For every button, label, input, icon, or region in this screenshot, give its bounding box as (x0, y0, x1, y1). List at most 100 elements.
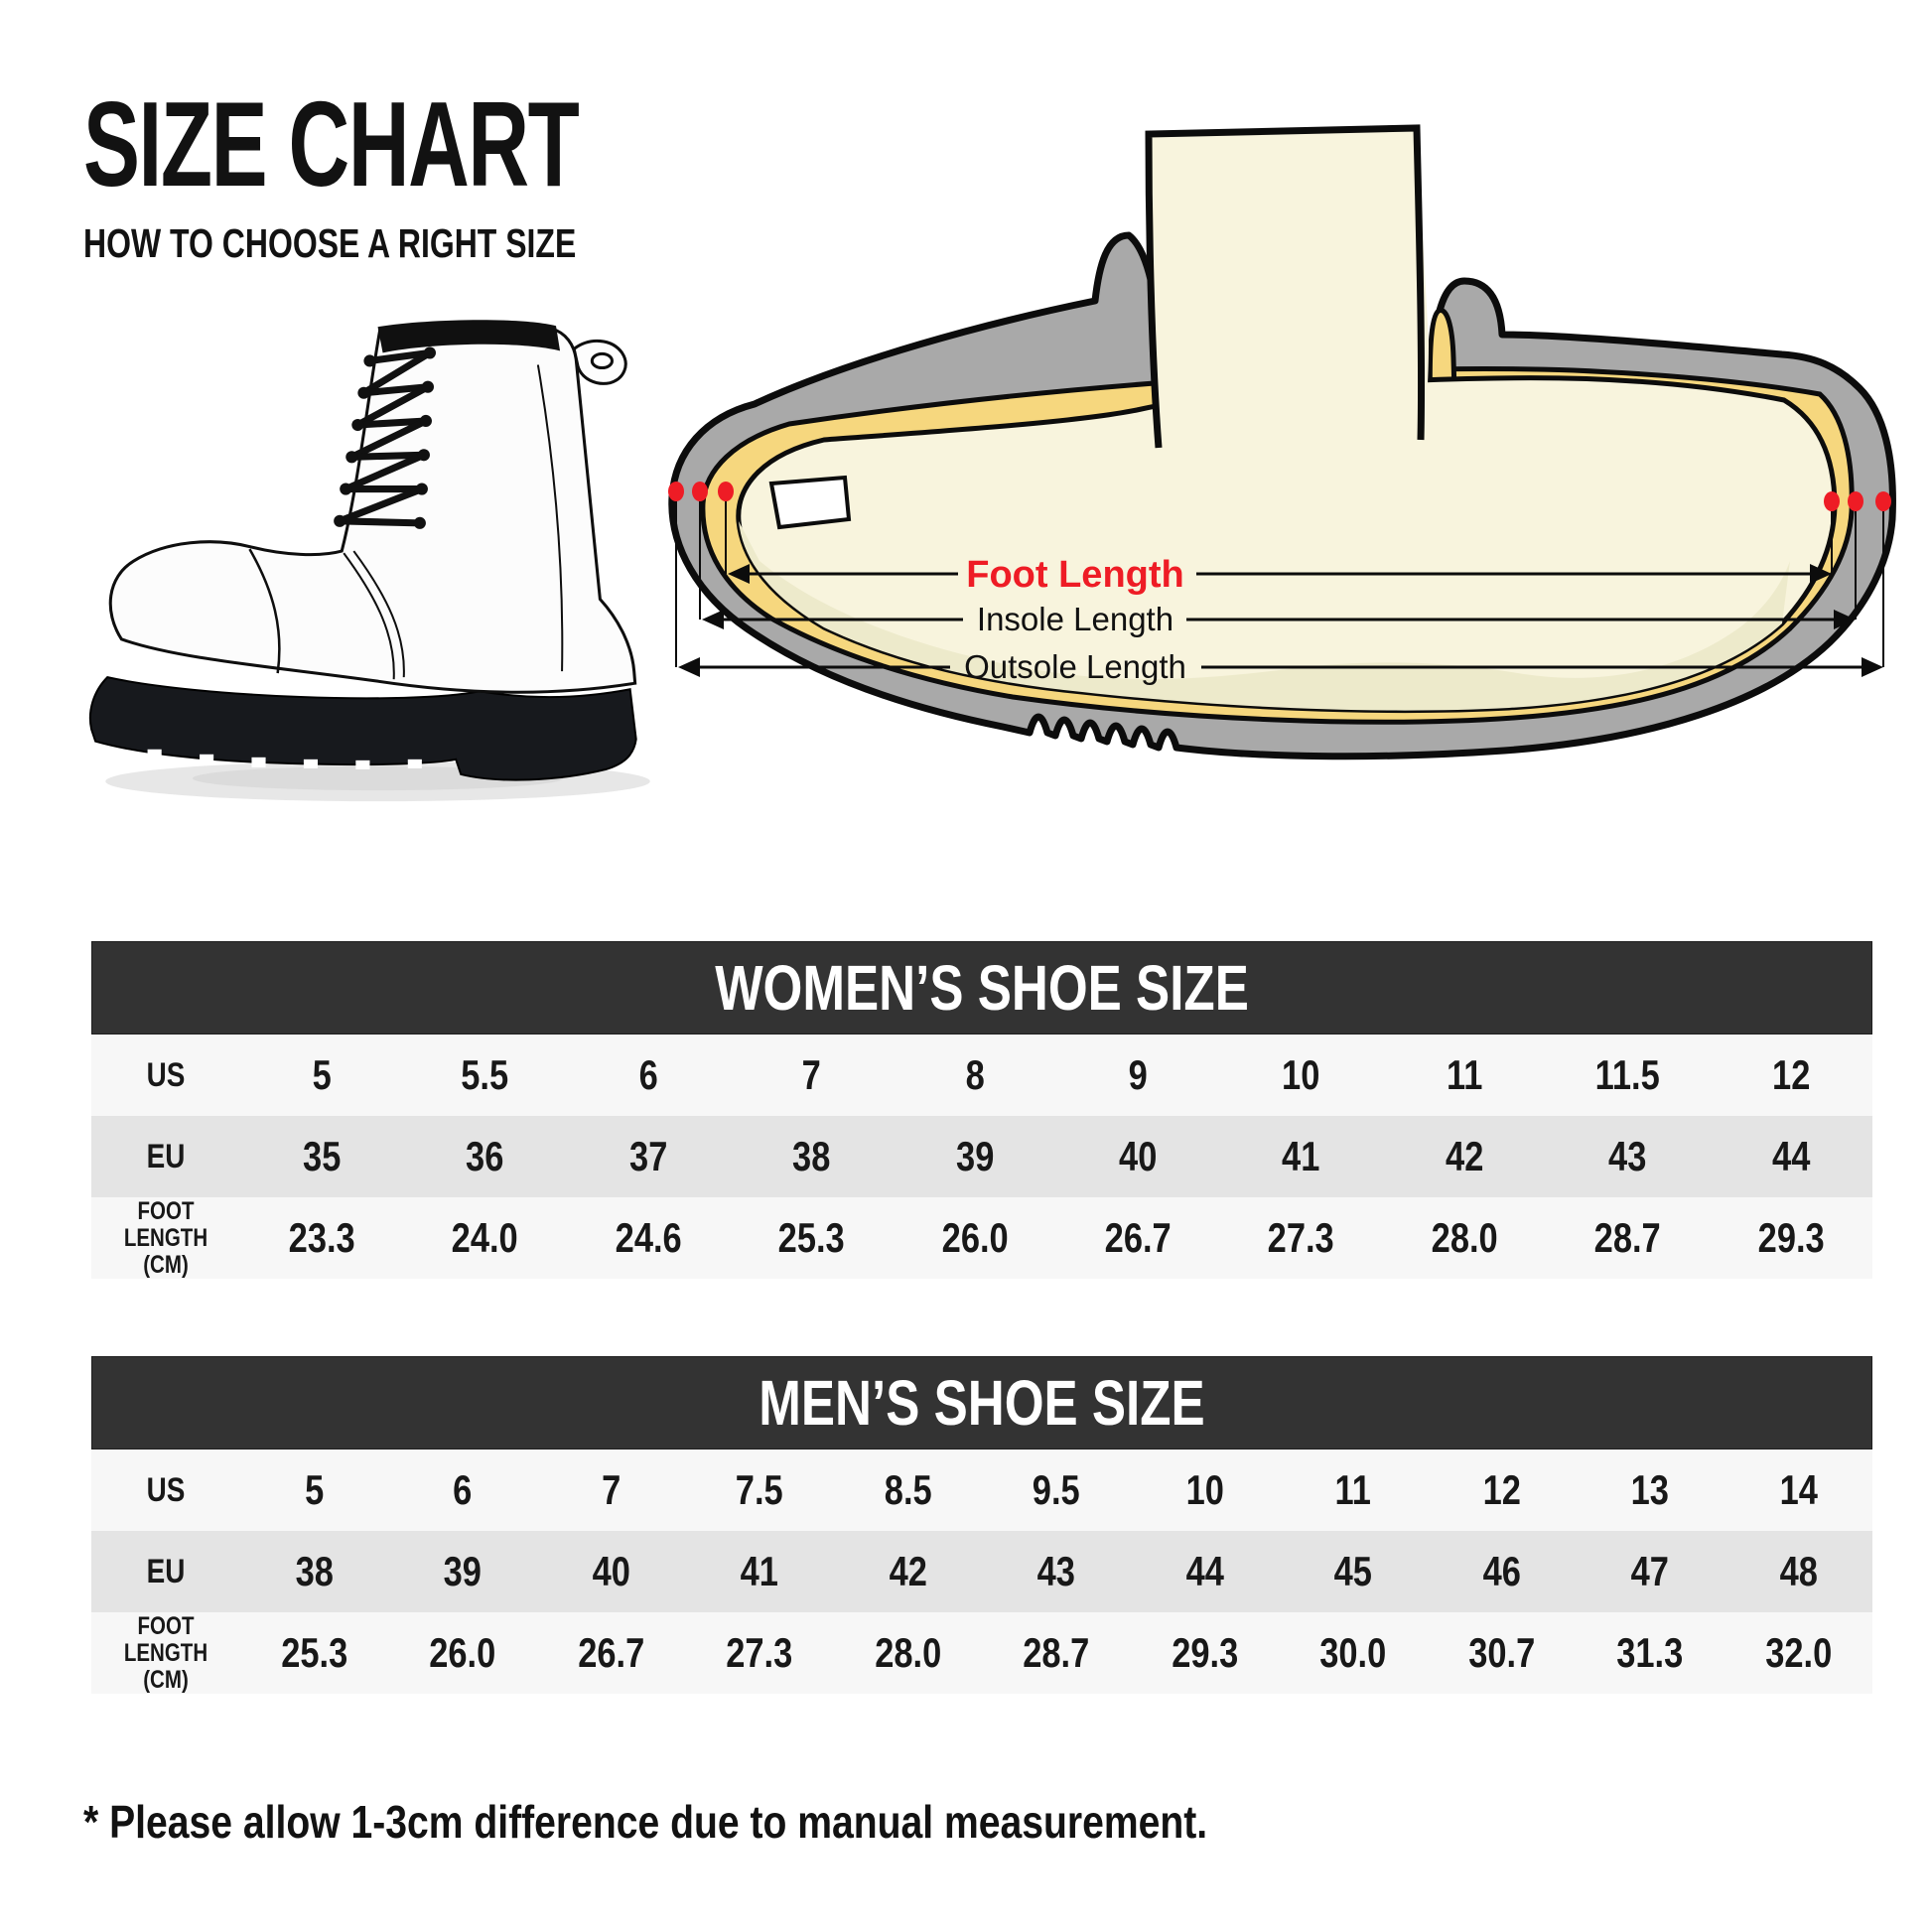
table-cell: 41 (740, 1548, 779, 1594)
leg-outline (1145, 124, 1426, 449)
table-cell: 28.0 (1431, 1214, 1498, 1261)
table-cell: 10 (1282, 1051, 1320, 1098)
foot-shading (739, 521, 1790, 711)
measurement-disclaimer: * Please allow 1-3cm difference due to m… (83, 1796, 1208, 1848)
table-cell: 32.0 (1764, 1629, 1832, 1676)
table-cell: 28.0 (875, 1629, 942, 1676)
table-cell: 5.5 (461, 1051, 509, 1098)
page-title: SIZE CHART (83, 76, 580, 211)
table-cell: 39 (444, 1548, 483, 1594)
table-row-us: US 5 5.5 6 7 8 9 10 11 11.5 12 (91, 1035, 1872, 1116)
toe-cap-seam (248, 548, 281, 674)
table-cell: 28.7 (1593, 1214, 1661, 1261)
row-label: EU (146, 1552, 186, 1590)
table-cell: 48 (1779, 1548, 1818, 1594)
mens-table-title: MEN’S SHOE SIZE (759, 1367, 1205, 1439)
table-row-foot-length: FOOT LENGTH (CM) 23.3 24.0 24.6 25.3 26.0 26.… (91, 1197, 1872, 1279)
table-cell: 42 (889, 1548, 927, 1594)
sole-lug-gap (407, 759, 422, 768)
table-cell: 12 (1771, 1051, 1810, 1098)
table-cell: 25.3 (777, 1214, 845, 1261)
boot-eyelets (334, 346, 437, 529)
mens-size-table: MEN’S SHOE SIZE US 5 6 7 7.5 8.5 9.5 10 11 12 13 1… (91, 1356, 1872, 1694)
table-cell: 35 (303, 1133, 342, 1179)
row-label: FOOT LENGTH (CM) (123, 1196, 208, 1279)
table-cell: 10 (1185, 1466, 1224, 1513)
foot-diagram-svg: Foot Length Insole Length Outsole Length (668, 124, 1896, 760)
mens-table-header: MEN’S SHOE SIZE (91, 1356, 1872, 1449)
leg-shape (1149, 128, 1429, 448)
sole-lug-gap (147, 749, 162, 762)
table-cell: 13 (1630, 1466, 1669, 1513)
arrowhead-right (1834, 610, 1856, 629)
table-cell: 41 (1282, 1133, 1320, 1179)
table-cell: 43 (1608, 1133, 1647, 1179)
toenail (768, 475, 852, 530)
table-cell: 44 (1185, 1548, 1224, 1594)
table-cell: 44 (1771, 1133, 1810, 1179)
table-cell: 37 (628, 1133, 668, 1179)
table-cell: 29.3 (1171, 1629, 1238, 1676)
table-cell: 7 (602, 1466, 621, 1513)
table-cell: 12 (1482, 1466, 1521, 1513)
table-row-eu: EU 38 39 40 41 42 43 44 45 46 47 48 (91, 1531, 1872, 1612)
collar-trim (377, 320, 561, 353)
table-cell: 24.6 (615, 1214, 682, 1261)
arrowhead-left (678, 657, 700, 677)
boot-illustration (88, 320, 650, 802)
table-cell: 26.7 (1104, 1214, 1172, 1261)
row-label: US (146, 1055, 186, 1094)
table-cell: 46 (1482, 1548, 1521, 1594)
pull-tab-hole (590, 351, 614, 370)
row-label: EU (146, 1137, 186, 1175)
outsole-length-label: Outsole Length (964, 648, 1186, 685)
table-cell: 40 (1119, 1133, 1158, 1179)
table-cell: 11 (1334, 1466, 1372, 1513)
table-cell: 7.5 (736, 1466, 784, 1513)
table-cell: 25.3 (281, 1629, 348, 1676)
measurement-guide-lines (675, 501, 1884, 667)
table-cell: 7 (801, 1051, 821, 1098)
table-cell: 24.0 (452, 1214, 519, 1261)
arrowhead-right (1862, 657, 1883, 677)
womens-table-title: WOMEN’S SHOE SIZE (715, 952, 1249, 1024)
table-cell: 6 (638, 1051, 658, 1098)
table-cell: 36 (466, 1133, 504, 1179)
row-label: FOOT LENGTH (CM) (123, 1611, 208, 1694)
table-cell: 31.3 (1616, 1629, 1684, 1676)
table-cell: 27.3 (726, 1629, 793, 1676)
table-row-eu: EU 35 36 37 38 39 40 41 42 43 44 (91, 1116, 1872, 1197)
table-cell: 23.3 (288, 1214, 355, 1261)
outsole-length-dimension: Outsole Length (678, 648, 1883, 685)
table-cell: 43 (1036, 1548, 1076, 1594)
arrowhead-left (702, 610, 724, 629)
sole-lug-gap (355, 759, 370, 769)
arrowhead-left (728, 564, 750, 584)
table-cell: 40 (592, 1548, 630, 1594)
heel-seam (536, 364, 564, 672)
table-cell: 45 (1333, 1548, 1373, 1594)
table-cell: 9.5 (1033, 1466, 1080, 1513)
row-label: US (146, 1470, 186, 1509)
table-cell: 9 (1128, 1051, 1148, 1098)
sole-lug-gap (303, 759, 319, 768)
insole-length-dimension: Insole Length (702, 601, 1856, 637)
table-row-foot-length: FOOT LENGTH (CM) 25.3 26.0 26.7 27.3 28.0 28.… (91, 1612, 1872, 1694)
table-cell: 38 (295, 1548, 334, 1594)
table-cell: 26.0 (429, 1629, 496, 1676)
table-cell: 5 (312, 1051, 332, 1098)
table-row-us: US 5 6 7 7.5 8.5 9.5 10 11 12 13 14 (91, 1449, 1872, 1531)
table-cell: 30.0 (1319, 1629, 1387, 1676)
vamp-seam (352, 550, 405, 678)
arrowhead-right (1810, 564, 1832, 584)
sole-lug-gap (200, 754, 214, 765)
measurement-marker-dots (668, 482, 1891, 511)
foot-length-dimension: Foot Length (728, 554, 1832, 596)
table-cell: 11.5 (1594, 1051, 1660, 1098)
womens-size-table: WOMEN’S SHOE SIZE US 5 5.5 6 7 8 9 10 11 11.5 12 … (91, 941, 1872, 1279)
insole-length-label: Insole Length (977, 601, 1173, 637)
foot-length-label: Foot Length (966, 554, 1183, 596)
sole-lug-gap (251, 757, 266, 767)
table-cell: 39 (955, 1133, 994, 1179)
